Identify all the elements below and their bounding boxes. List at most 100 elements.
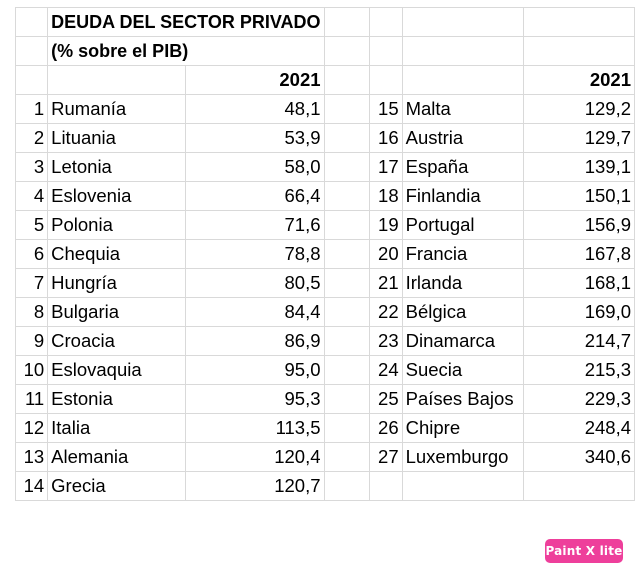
cell-empty bbox=[323, 268, 371, 298]
country-cell: Finlandia bbox=[401, 181, 524, 211]
country-cell: Alemania bbox=[47, 442, 187, 472]
table-row: 8 Bulgaria 84,4 22 Bélgica 169,0 bbox=[14, 297, 635, 327]
rank-cell: 12 bbox=[14, 413, 49, 443]
rank-cell: 21 bbox=[369, 268, 403, 298]
cell-empty bbox=[522, 471, 635, 501]
country-cell: Italia bbox=[47, 413, 187, 443]
cell-empty bbox=[522, 36, 635, 66]
header-row-year: 2021 2021 bbox=[14, 65, 635, 95]
table-row: 9 Croacia 86,9 23 Dinamarca 214,7 bbox=[14, 326, 635, 356]
value-cell: 120,7 bbox=[185, 471, 325, 501]
cell-empty bbox=[323, 123, 371, 153]
cell-empty bbox=[323, 442, 371, 472]
cell-empty bbox=[323, 413, 371, 443]
country-cell: Rumanía bbox=[47, 94, 187, 124]
value-cell: 139,1 bbox=[522, 152, 635, 182]
cell-empty bbox=[323, 471, 371, 501]
table-body: DEUDA DEL SECTOR PRIVADO (% sobre el PIB… bbox=[14, 7, 635, 501]
value-cell: 215,3 bbox=[522, 355, 635, 385]
cell-empty bbox=[401, 7, 524, 37]
value-cell: 71,6 bbox=[185, 210, 325, 240]
cell-empty bbox=[369, 36, 403, 66]
country-cell: Bulgaria bbox=[47, 297, 187, 327]
table-row: 3 Letonia 58,0 17 España 139,1 bbox=[14, 152, 635, 182]
value-cell: 169,0 bbox=[522, 297, 635, 327]
rank-cell: 8 bbox=[14, 297, 49, 327]
table-subtitle: (% sobre el PIB) bbox=[47, 36, 325, 66]
cell-empty bbox=[14, 36, 49, 66]
rank-cell: 11 bbox=[14, 384, 49, 414]
table-row: 11 Estonia 95,3 25 Países Bajos 229,3 bbox=[14, 384, 635, 414]
country-cell: Grecia bbox=[47, 471, 187, 501]
country-cell: Chipre bbox=[401, 413, 524, 443]
rank-cell: 20 bbox=[369, 239, 403, 269]
rank-cell: 19 bbox=[369, 210, 403, 240]
value-cell: 129,7 bbox=[522, 123, 635, 153]
table-row: 5 Polonia 71,6 19 Portugal 156,9 bbox=[14, 210, 635, 240]
rank-cell: 16 bbox=[369, 123, 403, 153]
rank-cell: 2 bbox=[14, 123, 49, 153]
cell-empty bbox=[369, 471, 403, 501]
header-row-subtitle: (% sobre el PIB) bbox=[14, 36, 635, 66]
cell-empty bbox=[14, 7, 49, 37]
value-cell: 214,7 bbox=[522, 326, 635, 356]
country-cell: España bbox=[401, 152, 524, 182]
rank-cell: 10 bbox=[14, 355, 49, 385]
rank-cell: 22 bbox=[369, 297, 403, 327]
rank-cell: 25 bbox=[369, 384, 403, 414]
header-row-title: DEUDA DEL SECTOR PRIVADO bbox=[14, 7, 635, 37]
debt-table: DEUDA DEL SECTOR PRIVADO (% sobre el PIB… bbox=[14, 7, 635, 501]
cell-empty bbox=[522, 7, 635, 37]
value-cell: 80,5 bbox=[185, 268, 325, 298]
rank-cell: 4 bbox=[14, 181, 49, 211]
table-row: 14 Grecia 120,7 bbox=[14, 471, 635, 501]
value-cell: 78,8 bbox=[185, 239, 325, 269]
value-cell: 120,4 bbox=[185, 442, 325, 472]
rank-cell: 17 bbox=[369, 152, 403, 182]
rank-cell: 6 bbox=[14, 239, 49, 269]
country-cell: Austria bbox=[401, 123, 524, 153]
value-cell: 229,3 bbox=[522, 384, 635, 414]
rank-cell: 26 bbox=[369, 413, 403, 443]
cell-empty bbox=[47, 65, 187, 95]
country-cell: Irlanda bbox=[401, 268, 524, 298]
value-cell: 95,0 bbox=[185, 355, 325, 385]
value-cell: 95,3 bbox=[185, 384, 325, 414]
value-cell: 167,8 bbox=[522, 239, 635, 269]
table-row: 12 Italia 113,5 26 Chipre 248,4 bbox=[14, 413, 635, 443]
cell-empty bbox=[323, 239, 371, 269]
cell-empty bbox=[323, 297, 371, 327]
value-cell: 113,5 bbox=[185, 413, 325, 443]
country-cell: Estonia bbox=[47, 384, 187, 414]
cell-empty bbox=[323, 326, 371, 356]
rank-cell: 13 bbox=[14, 442, 49, 472]
rank-cell: 14 bbox=[14, 471, 49, 501]
rank-cell: 1 bbox=[14, 94, 49, 124]
table-row: 1 Rumanía 48,1 15 Malta 129,2 bbox=[14, 94, 635, 124]
rank-cell: 7 bbox=[14, 268, 49, 298]
cell-empty bbox=[401, 65, 524, 95]
value-cell: 48,1 bbox=[185, 94, 325, 124]
table-row: 13 Alemania 120,4 27 Luxemburgo 340,6 bbox=[14, 442, 635, 472]
table-row: 4 Eslovenia 66,4 18 Finlandia 150,1 bbox=[14, 181, 635, 211]
table-row: 6 Chequia 78,8 20 Francia 167,8 bbox=[14, 239, 635, 269]
country-cell: Suecia bbox=[401, 355, 524, 385]
rank-cell: 15 bbox=[369, 94, 403, 124]
country-cell: Francia bbox=[401, 239, 524, 269]
value-cell: 248,4 bbox=[522, 413, 635, 443]
country-cell: Luxemburgo bbox=[401, 442, 524, 472]
year-header-left: 2021 bbox=[185, 65, 325, 95]
country-cell: Polonia bbox=[47, 210, 187, 240]
rank-cell: 24 bbox=[369, 355, 403, 385]
value-cell: 340,6 bbox=[522, 442, 635, 472]
cell-empty bbox=[323, 355, 371, 385]
value-cell: 58,0 bbox=[185, 152, 325, 182]
value-cell: 129,2 bbox=[522, 94, 635, 124]
cell-empty bbox=[323, 36, 371, 66]
cell-empty bbox=[323, 65, 371, 95]
rank-cell: 9 bbox=[14, 326, 49, 356]
country-cell: Hungría bbox=[47, 268, 187, 298]
cell-empty bbox=[369, 7, 403, 37]
table-row: 2 Lituania 53,9 16 Austria 129,7 bbox=[14, 123, 635, 153]
cell-empty bbox=[401, 36, 524, 66]
